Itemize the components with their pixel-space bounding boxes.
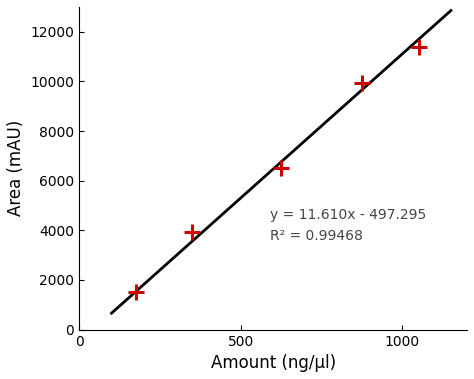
Y-axis label: Area (mAU): Area (mAU) xyxy=(7,120,25,216)
Text: y = 11.610x - 497.295
R² = 0.99468: y = 11.610x - 497.295 R² = 0.99468 xyxy=(270,208,426,243)
X-axis label: Amount (ng/µl): Amount (ng/µl) xyxy=(210,354,336,372)
